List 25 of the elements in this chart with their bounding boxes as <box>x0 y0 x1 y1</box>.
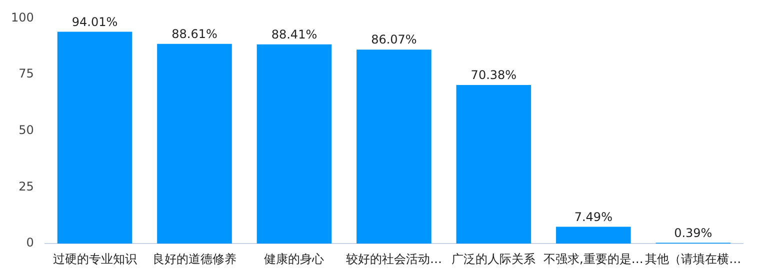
bar <box>256 44 332 244</box>
data-label: 70.38% <box>470 68 517 82</box>
bar <box>456 84 532 244</box>
y-tick-label: 25 <box>18 179 34 194</box>
data-label: 86.07% <box>371 32 417 47</box>
data-label: 88.61% <box>172 27 218 41</box>
data-label: 7.49% <box>574 210 612 224</box>
x-tick-label: 不强求,重要的是… <box>543 252 644 266</box>
y-tick-label: 75 <box>18 66 34 81</box>
x-tick-label: 广泛的人际关系 <box>452 252 536 266</box>
bar <box>157 44 232 244</box>
bar <box>57 32 132 244</box>
y-tick-label: 50 <box>18 123 34 138</box>
x-tick-label: 较好的社会活动… <box>346 252 442 266</box>
x-tick-label: 良好的道德修养 <box>152 252 236 266</box>
x-tick-label: 过硬的专业知识 <box>52 252 137 266</box>
bar <box>556 226 631 244</box>
x-tick-label: 其他（请填在横… <box>645 252 742 266</box>
bar <box>356 50 432 244</box>
y-tick-label: 0 <box>26 236 34 250</box>
y-tick-label: 100 <box>11 10 34 24</box>
data-label: 94.01% <box>72 14 118 29</box>
data-label: 0.39% <box>674 226 712 240</box>
data-label: 88.41% <box>271 27 318 42</box>
x-tick-label: 健康的身心 <box>264 252 324 266</box>
